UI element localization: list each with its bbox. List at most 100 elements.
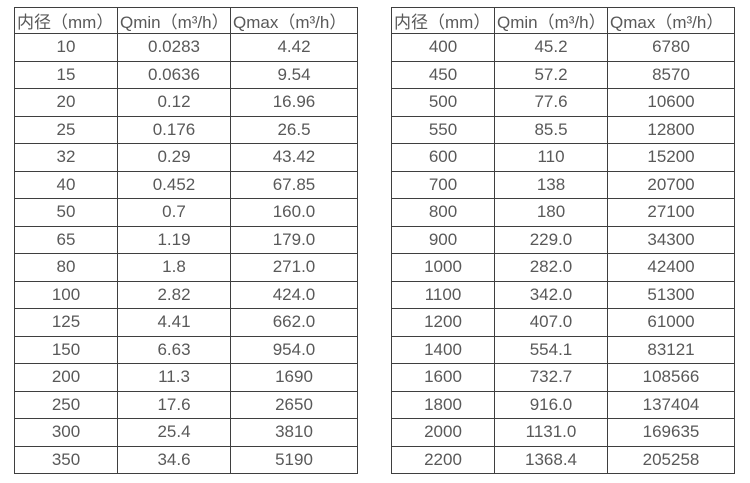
- table-cell: 11.3: [117, 363, 231, 392]
- table-row: 400 45.2 6780: [391, 33, 735, 62]
- table-cell: 205258: [607, 445, 735, 474]
- table-cell: 125: [14, 308, 118, 337]
- table-row: 125 4.41 662.0: [14, 308, 358, 337]
- table-cell: 2000: [391, 418, 495, 447]
- header-cell: Qmax（m³/h）: [230, 7, 358, 34]
- table-cell: 0.7: [117, 198, 231, 227]
- table-cell: 6.63: [117, 335, 231, 364]
- table-row: 1000 282.0 42400: [391, 253, 735, 282]
- header-cell: 内径（mm）: [14, 7, 118, 34]
- table-cell: 0.452: [117, 170, 231, 199]
- table-cell: 662.0: [230, 308, 358, 337]
- table-cell: 25: [14, 115, 118, 144]
- table-row: 150 6.63 954.0: [14, 335, 358, 364]
- table-cell: 2.82: [117, 280, 231, 309]
- table-cell: 600: [391, 143, 495, 172]
- table-row: 50 0.7 160.0: [14, 198, 358, 227]
- table-cell: 4.42: [230, 33, 358, 62]
- table-cell: 800: [391, 198, 495, 227]
- table-cell: 180: [494, 198, 608, 227]
- flow-table-large-diameters: 内径（mm） Qmin（m³/h） Qmax（m³/h） 400 45.2 6780 450…: [391, 7, 735, 474]
- table-row: 800 180 27100: [391, 198, 735, 227]
- table-cell: 554.1: [494, 335, 608, 364]
- table-cell: 110: [494, 143, 608, 172]
- table-cell: 15200: [607, 143, 735, 172]
- table-row: 2000 1131.0 169635: [391, 418, 735, 447]
- table-cell: 65: [14, 225, 118, 254]
- table-cell: 550: [391, 115, 495, 144]
- table-cell: 32: [14, 143, 118, 172]
- table-cell: 0.0636: [117, 60, 231, 89]
- table-cell: 80: [14, 253, 118, 282]
- table-row: 10 0.0283 4.42: [14, 33, 358, 62]
- table-cell: 1400: [391, 335, 495, 364]
- table-cell: 450: [391, 60, 495, 89]
- table-row: 1200 407.0 61000: [391, 308, 735, 337]
- table-cell: 40: [14, 170, 118, 199]
- table-cell: 8570: [607, 60, 735, 89]
- table-cell: 169635: [607, 418, 735, 447]
- table-cell: 1200: [391, 308, 495, 337]
- table-cell: 10: [14, 33, 118, 62]
- table-cell: 1.8: [117, 253, 231, 282]
- table-cell: 2650: [230, 390, 358, 419]
- table-cell: 10600: [607, 88, 735, 117]
- header-cell: Qmax（m³/h）: [607, 7, 735, 34]
- table-cell: 34300: [607, 225, 735, 254]
- table-cell: 138: [494, 170, 608, 199]
- table-cell: 12800: [607, 115, 735, 144]
- table-cell: 900: [391, 225, 495, 254]
- table-row: 1600 732.7 108566: [391, 363, 735, 392]
- table-cell: 250: [14, 390, 118, 419]
- table-cell: 1131.0: [494, 418, 608, 447]
- table-cell: 25.4: [117, 418, 231, 447]
- table-cell: 67.85: [230, 170, 358, 199]
- table-cell: 43.42: [230, 143, 358, 172]
- table-cell: 137404: [607, 390, 735, 419]
- table-cell: 1.19: [117, 225, 231, 254]
- table-cell: 20: [14, 88, 118, 117]
- table-cell: 229.0: [494, 225, 608, 254]
- table-row: 200 11.3 1690: [14, 363, 358, 392]
- table-cell: 61000: [607, 308, 735, 337]
- table-cell: 26.5: [230, 115, 358, 144]
- table-cell: 282.0: [494, 253, 608, 282]
- table-row: 100 2.82 424.0: [14, 280, 358, 309]
- table-row: 500 77.6 10600: [391, 88, 735, 117]
- table-row: 450 57.2 8570: [391, 60, 735, 89]
- table-cell: 6780: [607, 33, 735, 62]
- table-cell: 2200: [391, 445, 495, 474]
- table-cell: 20700: [607, 170, 735, 199]
- header-row: 内径（mm） Qmin（m³/h） Qmax（m³/h）: [391, 7, 735, 34]
- table-cell: 1800: [391, 390, 495, 419]
- table-cell: 51300: [607, 280, 735, 309]
- table-cell: 732.7: [494, 363, 608, 392]
- table-cell: 1600: [391, 363, 495, 392]
- table-cell: 4.41: [117, 308, 231, 337]
- table-row: 80 1.8 271.0: [14, 253, 358, 282]
- table-cell: 500: [391, 88, 495, 117]
- table-cell: 34.6: [117, 445, 231, 474]
- table-cell: 9.54: [230, 60, 358, 89]
- table-cell: 45.2: [494, 33, 608, 62]
- table-cell: 700: [391, 170, 495, 199]
- table-cell: 50: [14, 198, 118, 227]
- table-cell: 1690: [230, 363, 358, 392]
- table-cell: 100: [14, 280, 118, 309]
- table-cell: 1100: [391, 280, 495, 309]
- table-cell: 271.0: [230, 253, 358, 282]
- table-cell: 5190: [230, 445, 358, 474]
- header-cell: Qmin（m³/h）: [117, 7, 231, 34]
- header-cell: 内径（mm）: [391, 7, 495, 34]
- table-cell: 1368.4: [494, 445, 608, 474]
- table-row: 250 17.6 2650: [14, 390, 358, 419]
- table-cell: 15: [14, 60, 118, 89]
- table-cell: 407.0: [494, 308, 608, 337]
- table-cell: 0.176: [117, 115, 231, 144]
- table-cell: 400: [391, 33, 495, 62]
- table-row: 15 0.0636 9.54: [14, 60, 358, 89]
- table-cell: 200: [14, 363, 118, 392]
- table-cell: 0.0283: [117, 33, 231, 62]
- table-cell: 954.0: [230, 335, 358, 364]
